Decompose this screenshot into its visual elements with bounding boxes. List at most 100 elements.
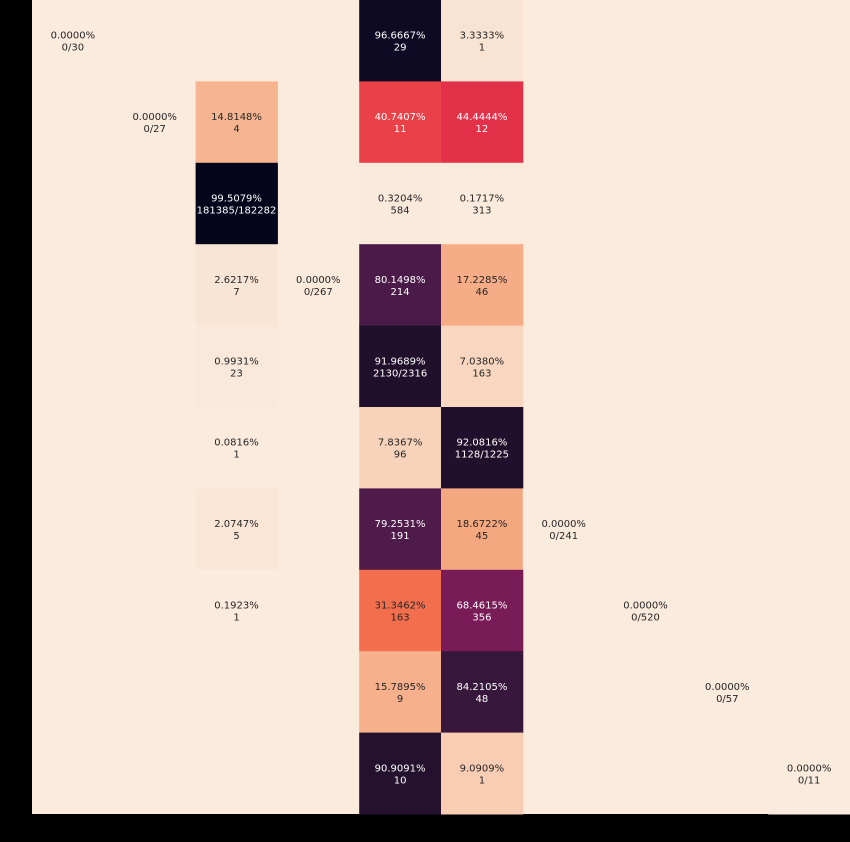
cell-count-label: 1 [233,450,239,461]
cell-count-label: 12 [476,124,489,135]
cell-count-label: 0/520 [631,613,660,624]
cell-percent-label: 0.9931% [214,356,259,367]
cell-percent-label: 90.9091% [375,763,426,774]
heatmap-cell [359,569,442,652]
cell-count-label: 1 [479,775,485,786]
heatmap-cell [277,244,360,327]
cell-count-label: 0/267 [304,287,333,298]
heatmap-cell [359,488,442,571]
heatmap-cell [195,407,278,489]
heatmap-cell [441,407,524,489]
cell-percent-label: 3.3333% [460,31,505,42]
heatmap-cell [441,569,524,652]
cell-count-label: 163 [472,368,491,379]
cell-percent-label: 0.0000% [296,275,341,286]
heatmap-cells: 0.0000%0/3096.6667%293.3333%10.0000%0/27… [32,0,850,815]
cell-count-label: 1 [233,613,239,624]
heatmap-cell [441,651,524,734]
heatmap-cell [441,162,524,245]
cell-count-label: 0/241 [549,531,578,542]
cell-percent-label: 0.3204% [378,194,423,205]
cell-count-label: 10 [394,775,407,786]
cell-percent-label: 0.0000% [705,682,750,693]
cell-percent-label: 44.4444% [456,112,507,123]
cell-percent-label: 0.0000% [132,112,177,123]
cell-percent-label: 68.4615% [456,601,507,612]
cell-percent-label: 14.8148% [211,112,262,123]
cell-percent-label: 0.0000% [787,763,832,774]
cell-percent-label: 0.1923% [214,601,259,612]
heatmap-cell [359,162,442,245]
cell-count-label: 1 [479,43,485,54]
cell-count-label: 0/57 [716,694,738,705]
heatmap-cell [441,0,524,82]
cell-count-label: 4 [233,124,239,135]
cell-percent-label: 7.0380% [460,356,505,367]
cell-percent-label: 2.0747% [214,519,259,530]
cell-count-label: 48 [476,694,489,705]
heatmap-cell [195,81,278,164]
heatmap-cell [441,244,524,327]
heatmap-cell [441,732,524,815]
heatmap-cell [686,651,769,734]
cell-count-label: 0/27 [143,124,165,135]
cell-count-label: 214 [391,287,410,298]
cell-count-label: 96 [394,450,407,461]
cell-percent-label: 0.0816% [214,438,259,449]
cell-percent-label: 0.0000% [623,601,668,612]
cell-percent-label: 0.0000% [541,519,586,530]
cell-percent-label: 18.6722% [456,519,507,530]
cell-count-label: 191 [391,531,410,542]
heatmap-cell [359,651,442,734]
heatmap-cell [195,488,278,571]
cell-count-label: 163 [391,613,410,624]
heatmap-cell [522,488,606,571]
cell-percent-label: 0.1717% [460,194,505,205]
cell-count-label: 29 [394,43,407,54]
cell-percent-label: 91.9689% [375,356,426,367]
cell-percent-label: 92.0816% [456,438,507,449]
heatmap-cell [359,244,442,327]
cell-percent-label: 0.0000% [51,31,96,42]
heatmap-cell [359,81,442,164]
heatmap-cell [441,488,524,571]
heatmap-cell [195,244,278,327]
heatmap-cell [195,162,278,245]
cell-percent-label: 31.3462% [375,601,426,612]
heatmap-cell [604,569,687,652]
cell-percent-label: 17.2285% [456,275,507,286]
cell-percent-label: 2.6217% [214,275,259,286]
heatmap-cell [441,81,524,164]
cell-percent-label: 96.6667% [375,31,426,42]
cell-count-label: 5 [233,531,239,542]
heatmap-cell [359,325,442,408]
cell-percent-label: 7.8367% [378,438,423,449]
heatmap-cell [768,732,850,815]
heatmap-cell [32,0,115,82]
cell-percent-label: 99.5079% [211,194,262,205]
cell-count-label: 0/11 [798,775,820,786]
cell-count-label: 181385/182282 [197,206,277,217]
heatmap-cell [195,569,278,652]
cell-count-label: 7 [233,287,239,298]
cell-percent-label: 9.0909% [460,763,505,774]
cell-count-label: 11 [394,124,407,135]
cell-count-label: 46 [476,287,489,298]
heatmap-cell [113,81,197,164]
heatmap-cell [441,325,524,408]
heatmap-cell [359,732,442,815]
cell-count-label: 23 [230,368,243,379]
cell-percent-label: 40.7407% [375,112,426,123]
cell-percent-label: 80.1498% [375,275,426,286]
cell-count-label: 356 [472,613,491,624]
cell-count-label: 45 [476,531,489,542]
cell-percent-label: 79.2531% [375,519,426,530]
cell-count-label: 1128/1225 [455,450,509,461]
heatmap-cell [359,407,442,489]
cell-count-label: 313 [472,206,491,217]
cell-percent-label: 15.7895% [375,682,426,693]
cell-percent-label: 84.2105% [456,682,507,693]
heatmap-cell [195,325,278,408]
cell-count-label: 9 [397,694,403,705]
